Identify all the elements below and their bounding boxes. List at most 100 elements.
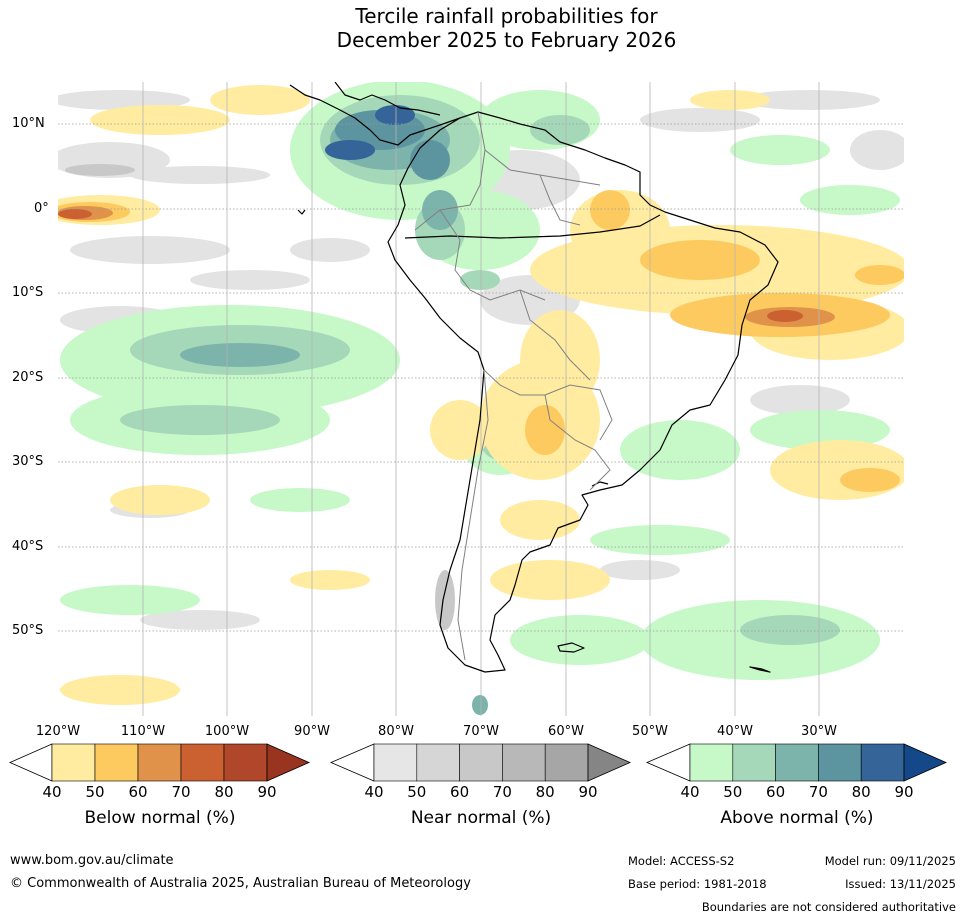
coastlines bbox=[289, 82, 779, 673]
lon-label-60w: 60°W bbox=[548, 724, 584, 739]
colorbar-tick-label: 90 bbox=[578, 783, 598, 801]
below-normal-area bbox=[855, 265, 904, 285]
lat-label-10s: 10°S bbox=[12, 285, 44, 300]
colorbar-tick-label: 70 bbox=[492, 783, 512, 801]
below-normal-area bbox=[110, 485, 210, 515]
website-link[interactable]: www.bom.gov.au/climate bbox=[10, 853, 174, 868]
below-normal-area bbox=[500, 500, 580, 540]
colorbar-label-above: Above normal (%) bbox=[720, 808, 874, 828]
copyright-text: © Commonwealth of Australia 2025, Austra… bbox=[10, 876, 471, 891]
above-normal-area bbox=[740, 615, 840, 645]
south-georgia bbox=[749, 666, 771, 673]
country-border bbox=[457, 369, 489, 661]
lat-label-10n: 10°N bbox=[12, 116, 45, 131]
colorbar-segment bbox=[860, 743, 905, 782]
colorbar-lower-extension bbox=[9, 743, 53, 782]
colorbar-upper-extension bbox=[903, 743, 947, 782]
below-normal-area bbox=[640, 240, 760, 280]
model-run-text: Model run: 09/11/2025 bbox=[824, 854, 956, 868]
colorbar-tick-label: 40 bbox=[680, 783, 700, 801]
near-normal-area bbox=[850, 130, 904, 170]
above-normal-area bbox=[750, 410, 890, 450]
colorbar-label-near: Near normal (%) bbox=[410, 808, 552, 828]
near-normal-area bbox=[65, 164, 135, 176]
colorbar-segment bbox=[180, 743, 225, 782]
colorbar-segment bbox=[51, 743, 96, 782]
country-border bbox=[483, 369, 613, 441]
gridlines bbox=[58, 123, 904, 632]
country-border bbox=[519, 289, 591, 381]
south-america-coastline bbox=[387, 111, 779, 673]
colorbar-segment bbox=[775, 743, 819, 782]
near-normal-area bbox=[290, 238, 370, 262]
colorbar-segment bbox=[502, 743, 546, 782]
colorbar-below-normal bbox=[9, 743, 310, 782]
below-normal-area bbox=[525, 405, 565, 455]
colorbar-segment bbox=[416, 743, 460, 782]
colorbar-segment bbox=[137, 743, 182, 782]
above-normal-area bbox=[510, 615, 650, 665]
below-normal-area bbox=[290, 570, 370, 590]
lon-label-100w: 100°W bbox=[204, 724, 250, 739]
colorbar-tick-label: 70 bbox=[808, 783, 828, 801]
colorbar-tick-label: 80 bbox=[851, 783, 871, 801]
disclaimer-text: Boundaries are not considered authoritat… bbox=[701, 900, 956, 914]
country-borders bbox=[414, 111, 613, 661]
colorbar-tick-label: 50 bbox=[723, 783, 743, 801]
lon-label-80w: 80°W bbox=[378, 724, 414, 739]
central-america-coastline bbox=[334, 82, 441, 116]
lat-label-equator: 0° bbox=[34, 201, 49, 216]
below-normal-area bbox=[90, 105, 230, 135]
lat-label-40s: 40°S bbox=[12, 539, 44, 554]
colorbar-upper-extension bbox=[587, 743, 631, 782]
near-normal-area bbox=[140, 610, 260, 630]
model-text: Model: ACCESS-S2 bbox=[628, 854, 735, 868]
near-normal-area bbox=[740, 90, 880, 110]
map-title: Tercile rainfall probabilities for Decem… bbox=[0, 4, 965, 52]
colorbar-tick-label: 80 bbox=[535, 783, 555, 801]
probability-shading bbox=[58, 82, 904, 715]
country-border bbox=[414, 111, 486, 231]
above-normal-area bbox=[375, 105, 415, 125]
below-normal-area bbox=[58, 209, 92, 219]
colorbar-segment bbox=[94, 743, 139, 782]
near-normal-area bbox=[435, 570, 455, 630]
central-america-coastline bbox=[289, 84, 461, 146]
colorbar-tick-label: 70 bbox=[171, 783, 191, 801]
lat-label-30s: 30°S bbox=[12, 454, 44, 469]
below-normal-area bbox=[430, 400, 490, 460]
colorbar-above-normal bbox=[645, 743, 947, 782]
below-normal-area bbox=[490, 560, 610, 600]
colorbar-segment bbox=[223, 743, 268, 782]
above-normal-area bbox=[590, 525, 730, 555]
lon-label-90w: 90°W bbox=[294, 724, 330, 739]
lon-label-40w: 40°W bbox=[717, 724, 753, 739]
lon-label-110w: 110°W bbox=[120, 724, 166, 739]
colorbar-segment bbox=[544, 743, 589, 782]
near-normal-area bbox=[640, 108, 760, 132]
colorbar-label-below: Below normal (%) bbox=[84, 808, 236, 828]
above-normal-area bbox=[60, 585, 200, 615]
below-normal-area bbox=[590, 190, 630, 230]
above-normal-area bbox=[250, 488, 350, 512]
colorbar-segment bbox=[732, 743, 776, 782]
country-border bbox=[544, 394, 611, 491]
colorbar-tick-label: 60 bbox=[766, 783, 786, 801]
colorbar-tick-label: 60 bbox=[450, 783, 470, 801]
colorbar-segment bbox=[818, 743, 862, 782]
colorbar-segment bbox=[373, 743, 418, 782]
colorbar-tick-label: 80 bbox=[214, 783, 234, 801]
above-normal-area bbox=[530, 115, 590, 145]
lon-label-70w: 70°W bbox=[463, 724, 499, 739]
near-normal-area bbox=[600, 560, 680, 580]
above-normal-area bbox=[800, 185, 900, 215]
colorbar-segment bbox=[689, 743, 734, 782]
meridians bbox=[142, 82, 820, 716]
above-normal-area bbox=[472, 695, 488, 715]
above-normal-area bbox=[410, 140, 450, 180]
lat-label-50s: 50°S bbox=[12, 623, 44, 638]
colorbar-tick-label: 50 bbox=[85, 783, 105, 801]
galapagos bbox=[297, 209, 306, 215]
falkland-islands bbox=[557, 642, 585, 653]
